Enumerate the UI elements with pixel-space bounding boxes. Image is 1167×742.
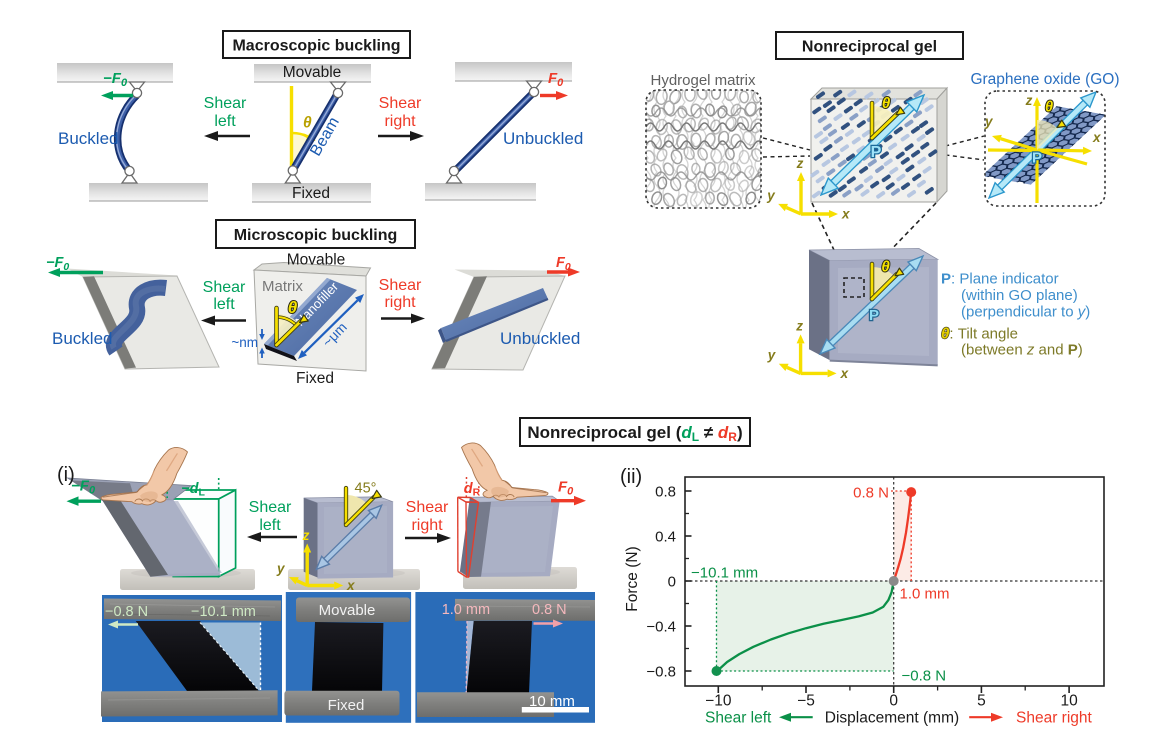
svg-text:Unbuckled: Unbuckled	[503, 129, 583, 148]
svg-text:Shear left: Shear left	[705, 710, 772, 727]
svg-text:x: x	[840, 366, 849, 381]
svg-text:left: left	[213, 296, 235, 313]
svg-text:θ: θ	[288, 298, 298, 317]
svg-text:right: right	[411, 517, 443, 534]
svg-text:Shear: Shear	[379, 95, 422, 112]
svg-text:Movable: Movable	[287, 252, 346, 269]
svg-text:Shear right: Shear right	[1016, 710, 1093, 727]
svg-text:Nonreciprocal gel (dL ≠ dR): Nonreciprocal gel (dL ≠ dR)	[527, 423, 742, 444]
svg-text:0.8 N: 0.8 N	[853, 485, 889, 502]
svg-text:P: P	[869, 307, 879, 324]
svg-text:left: left	[259, 517, 281, 534]
svg-text:(i): (i)	[57, 464, 75, 486]
svg-text:−5: −5	[797, 693, 815, 710]
svg-text:Fixed: Fixed	[328, 697, 365, 714]
svg-text:Buckled: Buckled	[52, 329, 112, 348]
svg-text:P: P	[871, 144, 882, 161]
svg-text:θ: θ	[882, 95, 891, 112]
svg-text:−10: −10	[705, 693, 732, 710]
svg-text:z: z	[1025, 93, 1033, 108]
svg-text:Nonreciprocal gel: Nonreciprocal gel	[802, 38, 937, 55]
svg-text:z: z	[795, 318, 803, 333]
svg-text:Microscopic buckling: Microscopic buckling	[234, 227, 398, 244]
svg-text:y: y	[766, 188, 776, 203]
svg-text:−0.8: −0.8	[646, 663, 676, 680]
svg-text:θ: Tilt angle: θ: Tilt angle	[941, 326, 1018, 343]
svg-text:P: Plane indicator: P: Plane indicator	[941, 271, 1059, 288]
svg-text:0.8 N: 0.8 N	[532, 602, 567, 618]
svg-text:0: 0	[668, 573, 676, 590]
svg-text:y: y	[767, 348, 777, 363]
svg-text:Buckled: Buckled	[58, 129, 118, 148]
svg-text:Unbuckled: Unbuckled	[500, 329, 580, 348]
svg-text:z: z	[302, 528, 310, 543]
svg-text:Shear: Shear	[379, 277, 422, 294]
svg-text:y: y	[276, 561, 286, 576]
svg-text:Shear: Shear	[406, 499, 449, 516]
svg-text:Shear: Shear	[203, 279, 246, 296]
svg-text:−0.4: −0.4	[646, 618, 676, 635]
svg-text:Displacement (mm): Displacement (mm)	[825, 710, 959, 727]
svg-text:right: right	[384, 113, 416, 130]
svg-text:right: right	[384, 294, 416, 311]
svg-text:θ: θ	[303, 115, 312, 132]
svg-text:−10.1 mm: −10.1 mm	[691, 565, 758, 582]
svg-text:Graphene oxide (GO): Graphene oxide (GO)	[970, 71, 1119, 88]
svg-text:P: P	[1032, 150, 1042, 167]
svg-text:−10.1 mm: −10.1 mm	[191, 604, 256, 620]
svg-text:x: x	[1092, 130, 1101, 145]
svg-text:Movable: Movable	[319, 602, 376, 619]
svg-text:Hydrogel matrix: Hydrogel matrix	[650, 72, 756, 89]
svg-text:(ii): (ii)	[620, 466, 642, 488]
svg-text:0: 0	[889, 693, 898, 710]
svg-text:Fixed: Fixed	[292, 185, 330, 202]
svg-text:0.8: 0.8	[655, 483, 676, 500]
svg-text:1.0 mm: 1.0 mm	[442, 602, 490, 618]
svg-text:left: left	[214, 113, 236, 130]
svg-text:(between z and P): (between z and P)	[961, 342, 1083, 359]
svg-text:θ: θ	[881, 259, 890, 276]
svg-text:Force (N): Force (N)	[624, 546, 641, 611]
svg-text:Matrix: Matrix	[262, 278, 303, 295]
svg-text:Shear: Shear	[204, 95, 247, 112]
svg-text:45°: 45°	[355, 481, 377, 497]
svg-text:y: y	[984, 114, 994, 129]
svg-text:x: x	[346, 578, 355, 593]
svg-text:z: z	[796, 156, 804, 171]
svg-text:x: x	[841, 207, 850, 222]
svg-text:−0.8 N: −0.8 N	[902, 668, 947, 685]
svg-text:Shear: Shear	[249, 499, 292, 516]
svg-text:Macroscopic buckling: Macroscopic buckling	[232, 37, 400, 54]
svg-text:10 mm: 10 mm	[529, 693, 575, 710]
svg-text:10: 10	[1060, 693, 1078, 710]
svg-text:5: 5	[977, 693, 986, 710]
svg-text:θ: θ	[1045, 100, 1053, 116]
svg-text:Fixed: Fixed	[296, 370, 334, 387]
svg-text:0.4: 0.4	[655, 528, 676, 545]
svg-text:(perpendicular to y): (perpendicular to y)	[961, 304, 1090, 321]
svg-text:1.0 mm: 1.0 mm	[900, 586, 950, 603]
svg-text:(within GO plane): (within GO plane)	[961, 287, 1078, 304]
svg-text:~nm: ~nm	[231, 335, 258, 350]
svg-text:Movable: Movable	[283, 64, 342, 81]
svg-text:−0.8 N: −0.8 N	[105, 604, 148, 620]
